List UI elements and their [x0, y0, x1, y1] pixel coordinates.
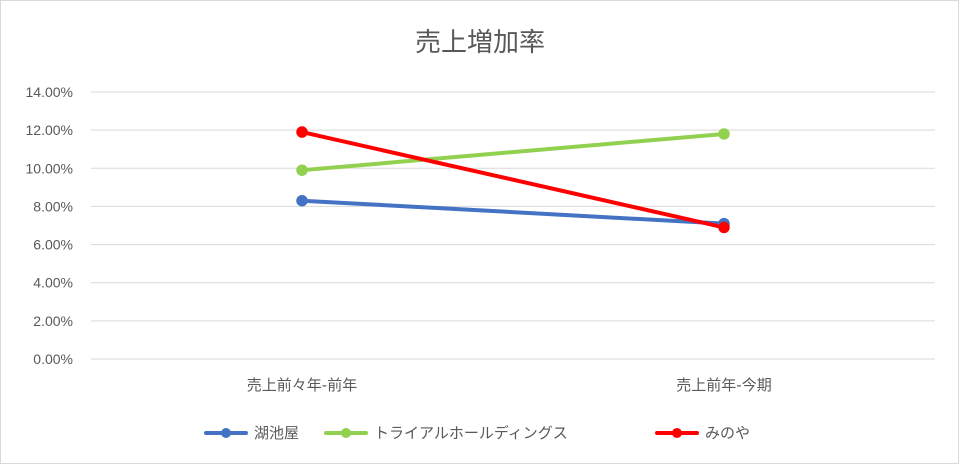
y-tick-label: 4.00%	[33, 275, 73, 291]
data-point	[718, 221, 730, 234]
data-point	[718, 128, 730, 140]
legend-label: みのや	[705, 424, 750, 442]
x-axis: 売上前々年-前年 売上前年-今期	[247, 376, 772, 394]
y-tick-label: 14.00%	[26, 84, 73, 100]
chart-title: 売上増加率	[415, 28, 545, 58]
y-tick-label: 6.00%	[33, 237, 73, 253]
series-line	[300, 130, 726, 230]
y-tick-label: 2.00%	[33, 313, 73, 329]
legend-label: トライアルホールディングス	[374, 424, 568, 442]
legend: 湖池屋 トライアルホールディングス みのや	[204, 424, 750, 442]
legend-marker	[672, 428, 682, 438]
legend-marker	[221, 428, 231, 438]
y-tick-label: 0.00%	[33, 351, 73, 367]
y-axis: 0.00% 2.00% 4.00% 6.00% 8.00% 10.00% 12.00% 14.…	[26, 84, 73, 367]
x-tick-label: 売上前年-今期	[676, 376, 771, 394]
legend-marker	[341, 428, 351, 438]
series-lines	[296, 126, 730, 234]
y-tick-label: 12.00%	[26, 122, 73, 138]
y-tick-label: 8.00%	[33, 198, 73, 214]
grid	[91, 91, 935, 360]
data-point	[296, 126, 308, 138]
series-line	[300, 131, 726, 173]
data-point	[296, 194, 308, 207]
y-tick-label: 10.00%	[26, 160, 73, 176]
series-line	[300, 198, 726, 226]
x-tick-label: 売上前々年-前年	[247, 376, 357, 394]
data-point	[296, 164, 308, 176]
legend-label: 湖池屋	[254, 424, 299, 442]
